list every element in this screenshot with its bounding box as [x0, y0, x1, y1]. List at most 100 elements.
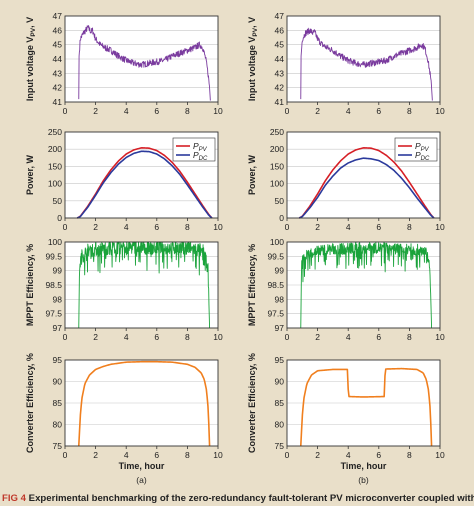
chart-b-mppt: 97 97.5 98 98.5 99 99.5 100 0 2 4 6 8 10 MPPT Efficie…	[247, 237, 445, 342]
y-tick-label: 99	[275, 266, 285, 276]
y-tick-label: 45	[275, 40, 285, 50]
x-tick-label: 8	[407, 450, 412, 460]
y-tick-label: 99	[53, 266, 63, 276]
y-tick-label: 80	[275, 420, 285, 430]
y-tick-label: 42	[53, 83, 63, 93]
y-tick-label: 50	[275, 196, 285, 206]
legend-label-pv: PPV	[415, 141, 430, 153]
x-tick-label: 2	[93, 106, 98, 116]
series-line-a-converter	[77, 360, 211, 447]
y-tick-label: 75	[275, 441, 285, 451]
legend-label-dc: PDC	[193, 150, 208, 162]
y-tick-label: 90	[275, 377, 285, 387]
plot-frame	[64, 131, 219, 219]
y-tick-label: 0	[279, 213, 284, 223]
y-axis-label: Power, W	[247, 154, 257, 195]
plot-frame	[64, 359, 219, 447]
y-tick-label: 150	[270, 161, 284, 171]
y-tick-label: 44	[275, 54, 285, 64]
x-tick-label: 2	[93, 332, 98, 342]
x-tick-label: 8	[185, 106, 190, 116]
x-tick-label: 2	[93, 222, 98, 232]
chart-a-converter: 75 80 85 90 95 0 2 4 6 8 10 Converter Efficiency, %…	[25, 353, 223, 485]
series-line-a-voltage	[78, 25, 211, 101]
x-tick-label: 10	[213, 450, 223, 460]
panel-label: (a)	[136, 475, 147, 485]
plot-frame	[64, 15, 219, 103]
x-tick-label: 4	[346, 106, 351, 116]
x-tick-label: 0	[285, 106, 290, 116]
y-tick-label: 200	[48, 144, 62, 154]
y-axis-label: Power, W	[25, 154, 35, 195]
y-tick-label: 80	[53, 420, 63, 430]
x-tick-label: 6	[154, 106, 159, 116]
y-axis-label: MPPT Efficiency, %	[247, 244, 257, 326]
series-line-b-mppt	[300, 241, 433, 329]
x-tick-label: 6	[154, 450, 159, 460]
plot-frame	[286, 15, 441, 103]
legend-label-dc: PDC	[415, 150, 430, 162]
y-tick-label: 75	[53, 441, 63, 451]
y-tick-label: 98	[275, 294, 285, 304]
x-tick-label: 0	[63, 222, 68, 232]
y-tick-label: 43	[53, 68, 63, 78]
y-tick-label: 100	[48, 237, 62, 247]
x-tick-label: 0	[285, 450, 290, 460]
figure-caption-text: Experimental benchmarking of the zero-re…	[28, 493, 474, 504]
y-tick-label: 99.5	[45, 251, 62, 261]
y-tick-label: 0	[57, 213, 62, 223]
y-tick-label: 85	[275, 398, 285, 408]
x-tick-label: 4	[124, 450, 129, 460]
y-tick-label: 47	[53, 11, 63, 21]
x-axis-label: Time, hour	[119, 461, 165, 471]
y-tick-label: 46	[53, 25, 63, 35]
x-tick-label: 10	[435, 222, 445, 232]
x-tick-label: 8	[407, 106, 412, 116]
x-axis-label: Time, hour	[341, 461, 387, 471]
y-tick-label: 41	[53, 97, 63, 107]
y-tick-label: 98.5	[267, 280, 284, 290]
x-tick-label: 6	[376, 106, 381, 116]
x-tick-label: 4	[346, 222, 351, 232]
x-tick-label: 6	[376, 222, 381, 232]
y-tick-label: 97	[53, 323, 63, 333]
x-tick-label: 10	[435, 450, 445, 460]
panel-label: (b)	[358, 475, 369, 485]
x-tick-label: 6	[154, 222, 159, 232]
series-line-p-pv	[298, 147, 435, 219]
x-tick-label: 10	[213, 332, 223, 342]
x-tick-label: 6	[154, 332, 159, 342]
y-tick-label: 98.5	[45, 280, 62, 290]
x-tick-label: 6	[376, 332, 381, 342]
y-tick-label: 45	[53, 40, 63, 50]
y-tick-label: 41	[275, 97, 285, 107]
y-tick-label: 85	[53, 398, 63, 408]
y-tick-label: 97	[275, 323, 285, 333]
y-tick-label: 47	[275, 11, 285, 21]
series-line-b-voltage	[300, 27, 433, 101]
plot-frame	[286, 131, 441, 219]
x-tick-label: 0	[63, 450, 68, 460]
legend-label-pv: PPV	[193, 141, 208, 153]
plot-frame	[286, 241, 441, 329]
x-tick-label: 2	[315, 332, 320, 342]
plot-frame	[64, 241, 219, 329]
y-tick-label: 250	[270, 127, 284, 137]
chart-a-mppt: 97 97.5 98 98.5 99 99.5 100 0 2 4 6 8 10 MPPT Efficie…	[25, 237, 223, 342]
y-tick-label: 95	[53, 355, 63, 365]
y-tick-label: 50	[53, 196, 63, 206]
x-tick-label: 0	[63, 332, 68, 342]
figure-caption: FIG 4 Experimental benchmarking of the z…	[2, 493, 474, 506]
plot-frame	[286, 359, 441, 447]
x-tick-label: 10	[213, 106, 223, 116]
x-tick-label: 8	[185, 450, 190, 460]
y-tick-label: 46	[275, 25, 285, 35]
x-tick-label: 0	[63, 106, 68, 116]
y-tick-label: 100	[270, 237, 284, 247]
